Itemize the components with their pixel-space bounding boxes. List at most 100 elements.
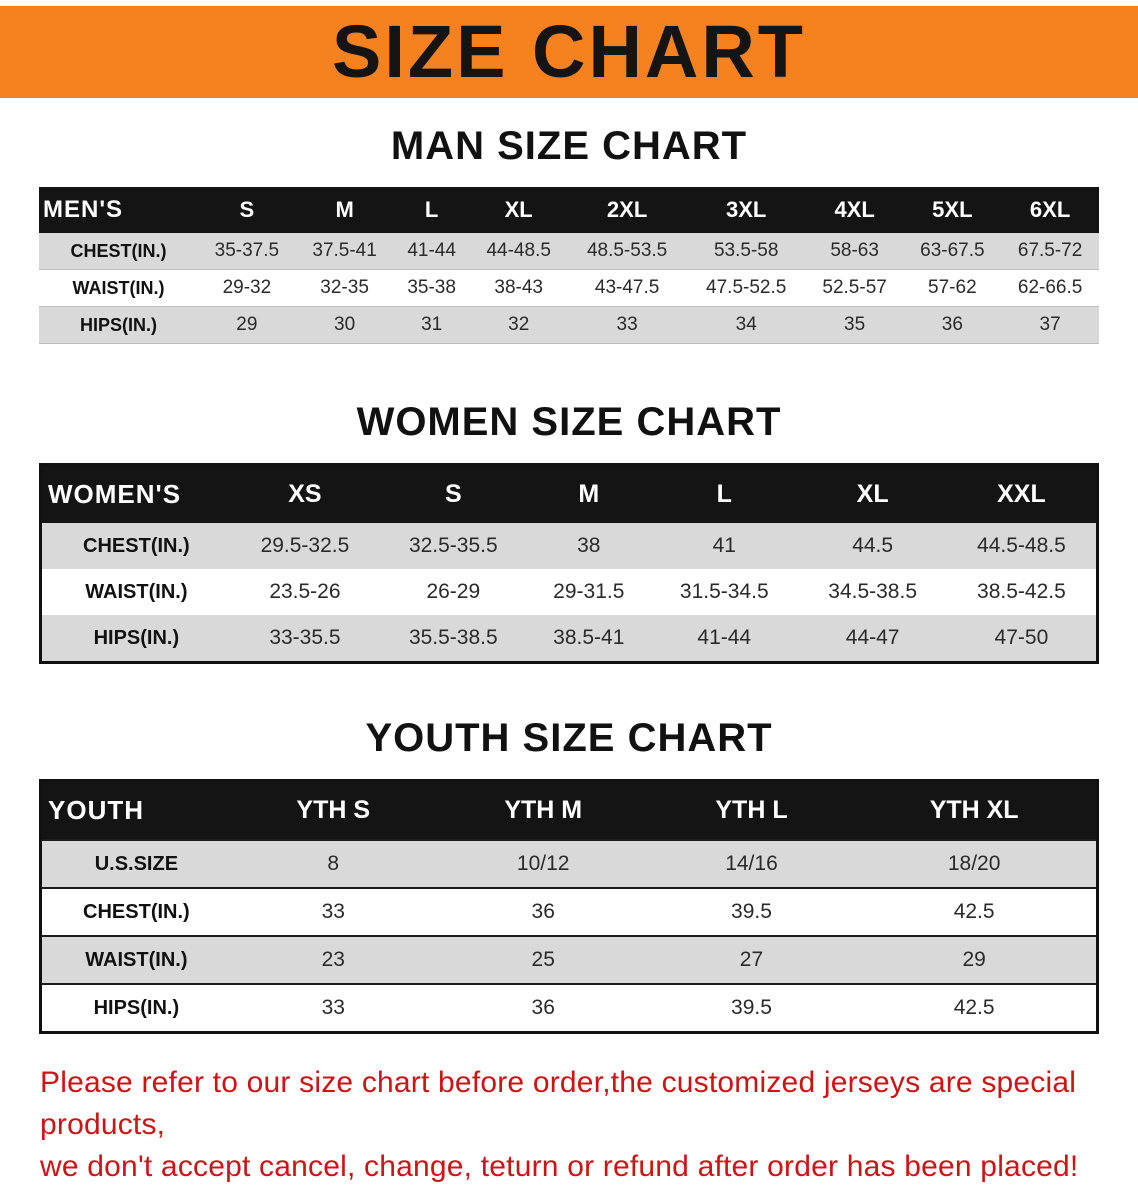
table-title-cell: MEN'S (39, 187, 198, 233)
size-value-cell: 43-47.5 (567, 269, 687, 307)
size-value-cell: 26-29 (426, 580, 481, 603)
row-label-cell: CHEST(IN.) (83, 534, 190, 557)
size-value-cell: 38.5-42.5 (977, 580, 1066, 603)
size-value-cell: 39.5 (650, 983, 853, 1033)
size-value-cell: 38-43 (469, 269, 568, 307)
banner: SIZE CHART (0, 6, 1138, 98)
size-column-header: L (393, 187, 470, 233)
size-value-cell: 37.5-41 (295, 233, 394, 270)
size-value-cell: 52.5-57 (805, 269, 904, 307)
page-title: SIZE CHART (332, 10, 806, 93)
size-value-cell: 35 (805, 306, 904, 344)
row-label-cell: WAIST(IN.) (39, 269, 198, 307)
size-value-cell: 32 (469, 306, 568, 344)
size-value-cell: 41-44 (697, 626, 752, 649)
table-row: CHEST(IN.) 33 36 39.5 42.5 (40, 887, 1098, 936)
row-label-cell: HIPS(IN.) (39, 306, 198, 344)
row-label-cell: WAIST(IN.) (40, 935, 231, 984)
size-value-cell: 44.5-48.5 (977, 534, 1066, 557)
size-value-cell: 57-62 (903, 269, 1002, 307)
size-value-cell: 23.5-26 (269, 580, 341, 603)
size-column-header: XL (798, 464, 947, 523)
size-value-cell: 36 (435, 887, 651, 936)
table-header-row: YOUTH YTH S YTH M YTH L YTH XL (40, 780, 1098, 840)
row-label-cell: HIPS(IN.) (40, 983, 231, 1033)
size-column-header: XL (469, 187, 568, 233)
size-column-header: YTH M (435, 780, 651, 840)
size-value-cell: 29-32 (198, 269, 296, 307)
size-value-cell: 42.5 (852, 887, 1098, 936)
size-value-cell: 33 (230, 887, 436, 936)
size-value-cell: 8 (230, 839, 436, 888)
row-label-cell: WAIST(IN.) (85, 580, 188, 603)
size-value-cell: 34 (686, 306, 806, 344)
row-label-cell: U.S.SIZE (40, 839, 231, 888)
size-value-cell: 29-31.5 (553, 580, 625, 603)
size-table: YOUTH YTH S YTH M YTH L YTH XL U.S.SIZE 8 10/12… (39, 779, 1099, 1034)
size-value-cell: 36 (903, 306, 1002, 344)
mens-size-table-host: MEN'S S M L XL 2XL 3XL 4XL 5XL 6XL CHEST(IN.) 35-37… (39, 187, 1099, 344)
size-value-cell: 44-47 (845, 626, 900, 649)
size-value-cell: 29 (852, 935, 1098, 984)
size-value-cell: 41-44 (393, 233, 470, 270)
size-value-cell: 27 (650, 935, 853, 984)
women-size-section: WOMEN SIZE CHART WOMEN'S XS S M L XL XXL CHEST(… (0, 400, 1138, 664)
table-row: HIPS(IN.) 33-35.5 35.5-38.5 38.5-41 41-44 44-… (40, 615, 1098, 663)
size-value-cell: 47.5-52.5 (686, 269, 806, 307)
table-row: CHEST(IN.) 35-37.5 37.5-41 41-44 44-48.5 48.5… (39, 233, 1099, 270)
size-column-header: XXL (946, 464, 1098, 523)
size-table: WOMEN'S XS S M L XL XXL CHEST(IN.) 29.5-32.5 32.5… (39, 463, 1099, 664)
size-value-cell: 62-66.5 (1001, 269, 1099, 307)
table-row: HIPS(IN.) 29 30 31 32 33 34 35 36 37 (39, 306, 1099, 344)
size-value-cell: 25 (435, 935, 651, 984)
size-column-header: S (379, 464, 528, 523)
size-value-cell: 44-48.5 (469, 233, 568, 270)
size-column-header: YTH XL (852, 780, 1098, 840)
table-header-row: MEN'S S M L XL 2XL 3XL 4XL 5XL 6XL (39, 187, 1099, 233)
size-value-cell: 34.5-38.5 (828, 580, 918, 603)
size-column-header: 3XL (686, 187, 806, 233)
youth-size-section: YOUTH SIZE CHART YOUTH YTH S YTH M YTH L YTH… (0, 716, 1138, 1034)
size-value-cell: 41 (712, 534, 736, 557)
size-column-header: 5XL (903, 187, 1002, 233)
size-value-cell: 31 (393, 306, 470, 344)
size-value-cell: 44.5 (852, 534, 894, 557)
notice-line-2: we don't accept cancel, change, teturn o… (40, 1150, 1079, 1183)
size-value-cell: 31.5-34.5 (679, 580, 769, 603)
size-column-header: XS (230, 464, 380, 523)
size-value-cell: 48.5-53.5 (567, 233, 687, 270)
notice-line-1: Please refer to our size chart before or… (40, 1066, 1077, 1141)
table-row: HIPS(IN.) 33 36 39.5 42.5 (40, 983, 1098, 1033)
size-value-cell: 47-50 (994, 626, 1049, 649)
size-column-header: YTH S (230, 780, 436, 840)
size-column-header: 2XL (567, 187, 687, 233)
size-value-cell: 33-35.5 (269, 626, 341, 649)
table-row: CHEST(IN.) 29.5-32.5 32.5-35.5 38 41 44.5 44.5… (40, 523, 1098, 569)
size-value-cell: 30 (295, 306, 394, 344)
size-chart-page: SIZE CHART MAN SIZE CHART MEN'S S M L XL 2XL 3… (0, 6, 1138, 1188)
table-row: U.S.SIZE 8 10/12 14/16 18/20 (40, 839, 1098, 888)
size-column-header: M (527, 464, 651, 523)
size-value-cell: 36 (435, 983, 651, 1033)
size-value-cell: 58-63 (805, 233, 904, 270)
size-column-header: 6XL (1001, 187, 1099, 233)
size-value-cell: 35.5-38.5 (408, 626, 498, 649)
row-label-cell: CHEST(IN.) (40, 887, 231, 936)
size-value-cell: 33 (567, 306, 687, 344)
size-column-header: 4XL (805, 187, 904, 233)
size-value-cell: 39.5 (650, 887, 853, 936)
size-value-cell: 53.5-58 (686, 233, 806, 270)
size-value-cell: 32-35 (295, 269, 394, 307)
size-value-cell: 38.5-41 (553, 626, 625, 649)
table-row: WAIST(IN.) 23.5-26 26-29 29-31.5 31.5-34.5 34… (40, 569, 1098, 615)
size-value-cell: 10/12 (435, 839, 651, 888)
size-value-cell: 33 (230, 983, 436, 1033)
size-value-cell: 23 (230, 935, 436, 984)
man-size-section: MAN SIZE CHART MEN'S S M L XL 2XL 3XL 4XL 5XL 6XL… (0, 124, 1138, 344)
size-column-header: L (650, 464, 799, 523)
table-row: WAIST(IN.) 29-32 32-35 35-38 38-43 43-47.5 47.… (39, 269, 1099, 307)
size-value-cell: 63-67.5 (903, 233, 1002, 270)
row-label-cell: CHEST(IN.) (39, 233, 198, 270)
size-value-cell: 38 (577, 534, 601, 557)
size-column-header: S (198, 187, 296, 233)
